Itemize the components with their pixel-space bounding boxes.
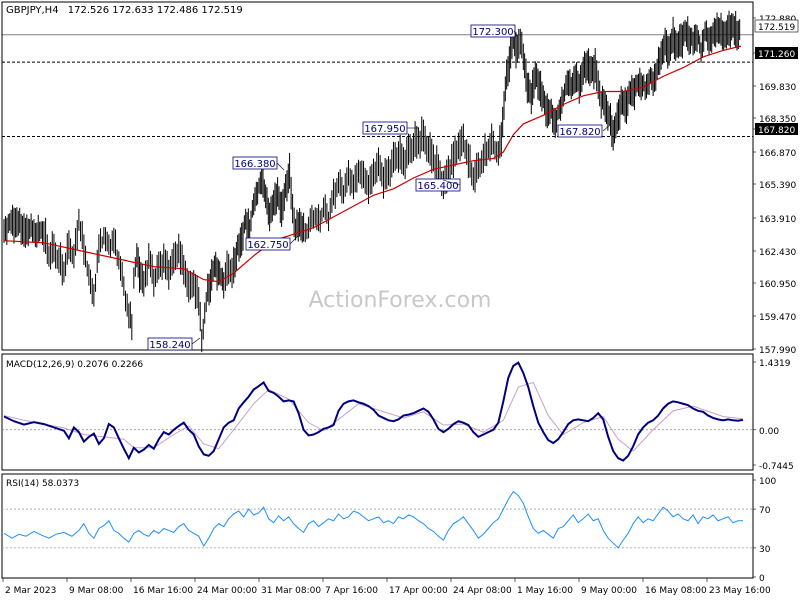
annotation-box xyxy=(470,24,516,38)
price-layer: 172.300 167.950 167.820 166.380 165.400 162.7… xyxy=(2,10,753,353)
price-annotation: 167.950 xyxy=(362,121,408,135)
x-axis-label: 1 May 16:00 xyxy=(517,586,573,596)
rsi-title: RSI(14) 58.0373 xyxy=(6,479,79,489)
macd-panel xyxy=(1,353,754,471)
price-annotation: 166.380 xyxy=(232,156,278,170)
price-annotation: 172.300 xyxy=(470,24,516,38)
x-axis-label: 31 Mar 08:00 xyxy=(261,586,321,596)
annotation-connector xyxy=(276,162,285,171)
price-annotation: 167.820 xyxy=(557,124,603,138)
annotation-label: 167.950 xyxy=(364,124,405,135)
macd-layer xyxy=(2,361,753,462)
level-badge xyxy=(755,123,798,135)
annotation-label: 172.300 xyxy=(472,27,513,38)
rsi-axis-label: 30 xyxy=(759,545,771,555)
x-axis-label: 7 Apr 16:00 xyxy=(325,586,378,596)
annotation-connector xyxy=(442,179,461,186)
ohlc-quote: 172.526 172.633 172.486 172.519 xyxy=(68,5,243,16)
annotation-label: 158.240 xyxy=(149,340,190,351)
annotation-box xyxy=(557,124,603,138)
price-annotation: 162.750 xyxy=(245,237,291,251)
x-axis-label: 17 Apr 00:00 xyxy=(389,586,448,596)
macd-signal-line xyxy=(3,381,744,452)
macd-main-line xyxy=(3,361,744,462)
annotation-connector xyxy=(602,124,611,132)
rsi-axis-label: 0 xyxy=(759,574,765,584)
rsi-axis-label: 70 xyxy=(759,506,771,516)
x-axis-label: 16 May 08:00 xyxy=(645,586,707,596)
price-axis-label: 157.990 xyxy=(759,346,796,356)
rsi-axis-label: 100 xyxy=(759,477,776,487)
macd-axis-label: 0.00 xyxy=(759,427,779,437)
x-axis-label: 24 Mar 00:00 xyxy=(197,586,257,596)
x-axis-label: 9 Mar 08:00 xyxy=(69,586,124,596)
rsi-layer xyxy=(2,490,753,549)
symbol-name: GBPJPY,H4 xyxy=(6,5,59,16)
price-axis-label: 165.390 xyxy=(759,181,796,191)
x-axis-label: 9 May 00:00 xyxy=(581,586,637,596)
price-axis-label: 168.350 xyxy=(759,115,796,125)
price-axis-label: 163.910 xyxy=(759,215,796,225)
annotation-label: 166.380 xyxy=(234,159,275,170)
annotation-connector xyxy=(513,30,518,37)
macd-title: MACD(12,26,9) 0.2076 0.2266 xyxy=(6,360,143,370)
rsi-panel xyxy=(1,473,754,579)
price-annotation: 165.400 xyxy=(415,178,461,192)
x-axis-label: 2 Mar 2023 xyxy=(5,586,56,596)
x-axis-label: 23 May 16:00 xyxy=(709,586,771,596)
price-panel xyxy=(1,1,754,351)
rsi-line xyxy=(3,490,743,549)
axis-layer: 172.880171.260169.830168.350167.820166.8… xyxy=(2,15,799,596)
annotation-label: 165.400 xyxy=(417,181,458,192)
symbol-label: GBPJPY,H4 172.526 172.633 172.486 172.51… xyxy=(6,5,243,16)
price-axis-label: 162.430 xyxy=(759,248,796,258)
annotation-connector xyxy=(191,337,201,345)
current-price-label: 172.519 xyxy=(758,23,795,33)
annotation-connector xyxy=(289,235,299,245)
level-badge-label: 171.260 xyxy=(758,50,795,60)
macd-axis-label: -0.7445 xyxy=(759,462,794,472)
x-axis-label: 24 Apr 08:00 xyxy=(453,586,512,596)
level-badge-label: 167.820 xyxy=(758,126,795,136)
price-axis-label: 160.950 xyxy=(759,280,796,290)
x-axis-label: 16 Mar 16:00 xyxy=(133,586,193,596)
moving-average-line xyxy=(3,45,742,283)
watermark: ActionForex.com xyxy=(309,288,492,313)
macd-axis-label: 1.4319 xyxy=(759,359,791,369)
price-axis-label: 169.830 xyxy=(759,83,796,93)
annotation-label: 167.820 xyxy=(559,127,600,138)
price-axis-label: 166.870 xyxy=(759,149,796,159)
price-annotation: 158.240 xyxy=(147,337,193,351)
level-badge xyxy=(755,47,798,59)
current-price-badge xyxy=(754,19,799,33)
annotation-label: 162.750 xyxy=(247,240,288,251)
price-axis-label: 159.470 xyxy=(759,313,796,323)
